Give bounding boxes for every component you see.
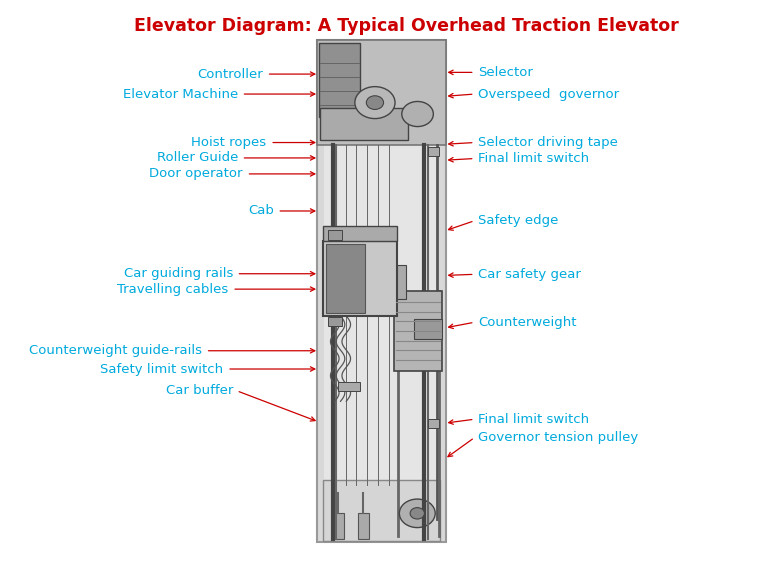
Text: Hoist ropes: Hoist ropes: [191, 136, 266, 149]
Bar: [328, 317, 342, 326]
Text: Final limit switch: Final limit switch: [478, 412, 589, 426]
Bar: [394, 291, 442, 371]
Bar: [428, 419, 439, 429]
Bar: [358, 513, 369, 539]
Bar: [317, 40, 446, 145]
Circle shape: [402, 101, 433, 127]
Bar: [333, 513, 344, 539]
Bar: [320, 108, 409, 140]
Text: Elevator Machine: Elevator Machine: [123, 88, 238, 101]
Text: Door operator: Door operator: [150, 168, 243, 180]
Text: Governor tension pulley: Governor tension pulley: [478, 431, 638, 444]
Bar: [339, 382, 360, 391]
Bar: [414, 319, 442, 339]
Text: Final limit switch: Final limit switch: [478, 152, 589, 165]
Bar: [328, 230, 342, 240]
Text: Counterweight guide-rails: Counterweight guide-rails: [29, 344, 202, 357]
Text: Counterweight: Counterweight: [478, 316, 577, 329]
Text: Selector: Selector: [478, 66, 533, 79]
Text: Cab: Cab: [248, 204, 274, 218]
Bar: [323, 480, 440, 541]
Text: Car guiding rails: Car guiding rails: [124, 267, 233, 281]
Bar: [428, 146, 439, 156]
Circle shape: [410, 507, 425, 519]
Circle shape: [355, 86, 395, 119]
Text: Safety edge: Safety edge: [478, 214, 558, 227]
Bar: [319, 43, 360, 117]
Circle shape: [366, 96, 383, 109]
Text: Car safety gear: Car safety gear: [478, 268, 581, 281]
Text: Safety limit switch: Safety limit switch: [101, 362, 223, 376]
Text: Controller: Controller: [197, 67, 263, 81]
Bar: [323, 241, 397, 316]
Text: Overspeed  governor: Overspeed governor: [478, 88, 619, 101]
Text: Car buffer: Car buffer: [166, 384, 233, 397]
Bar: [317, 40, 446, 542]
Bar: [397, 264, 406, 299]
Circle shape: [399, 499, 435, 528]
Bar: [326, 244, 365, 313]
Bar: [324, 43, 439, 539]
Text: Selector driving tape: Selector driving tape: [478, 136, 618, 149]
Bar: [323, 226, 397, 241]
Text: Travelling cables: Travelling cables: [118, 283, 229, 295]
Text: Elevator Diagram: A Typical Overhead Traction Elevator: Elevator Diagram: A Typical Overhead Tra…: [134, 17, 679, 35]
Text: Roller Guide: Roller Guide: [157, 151, 238, 164]
